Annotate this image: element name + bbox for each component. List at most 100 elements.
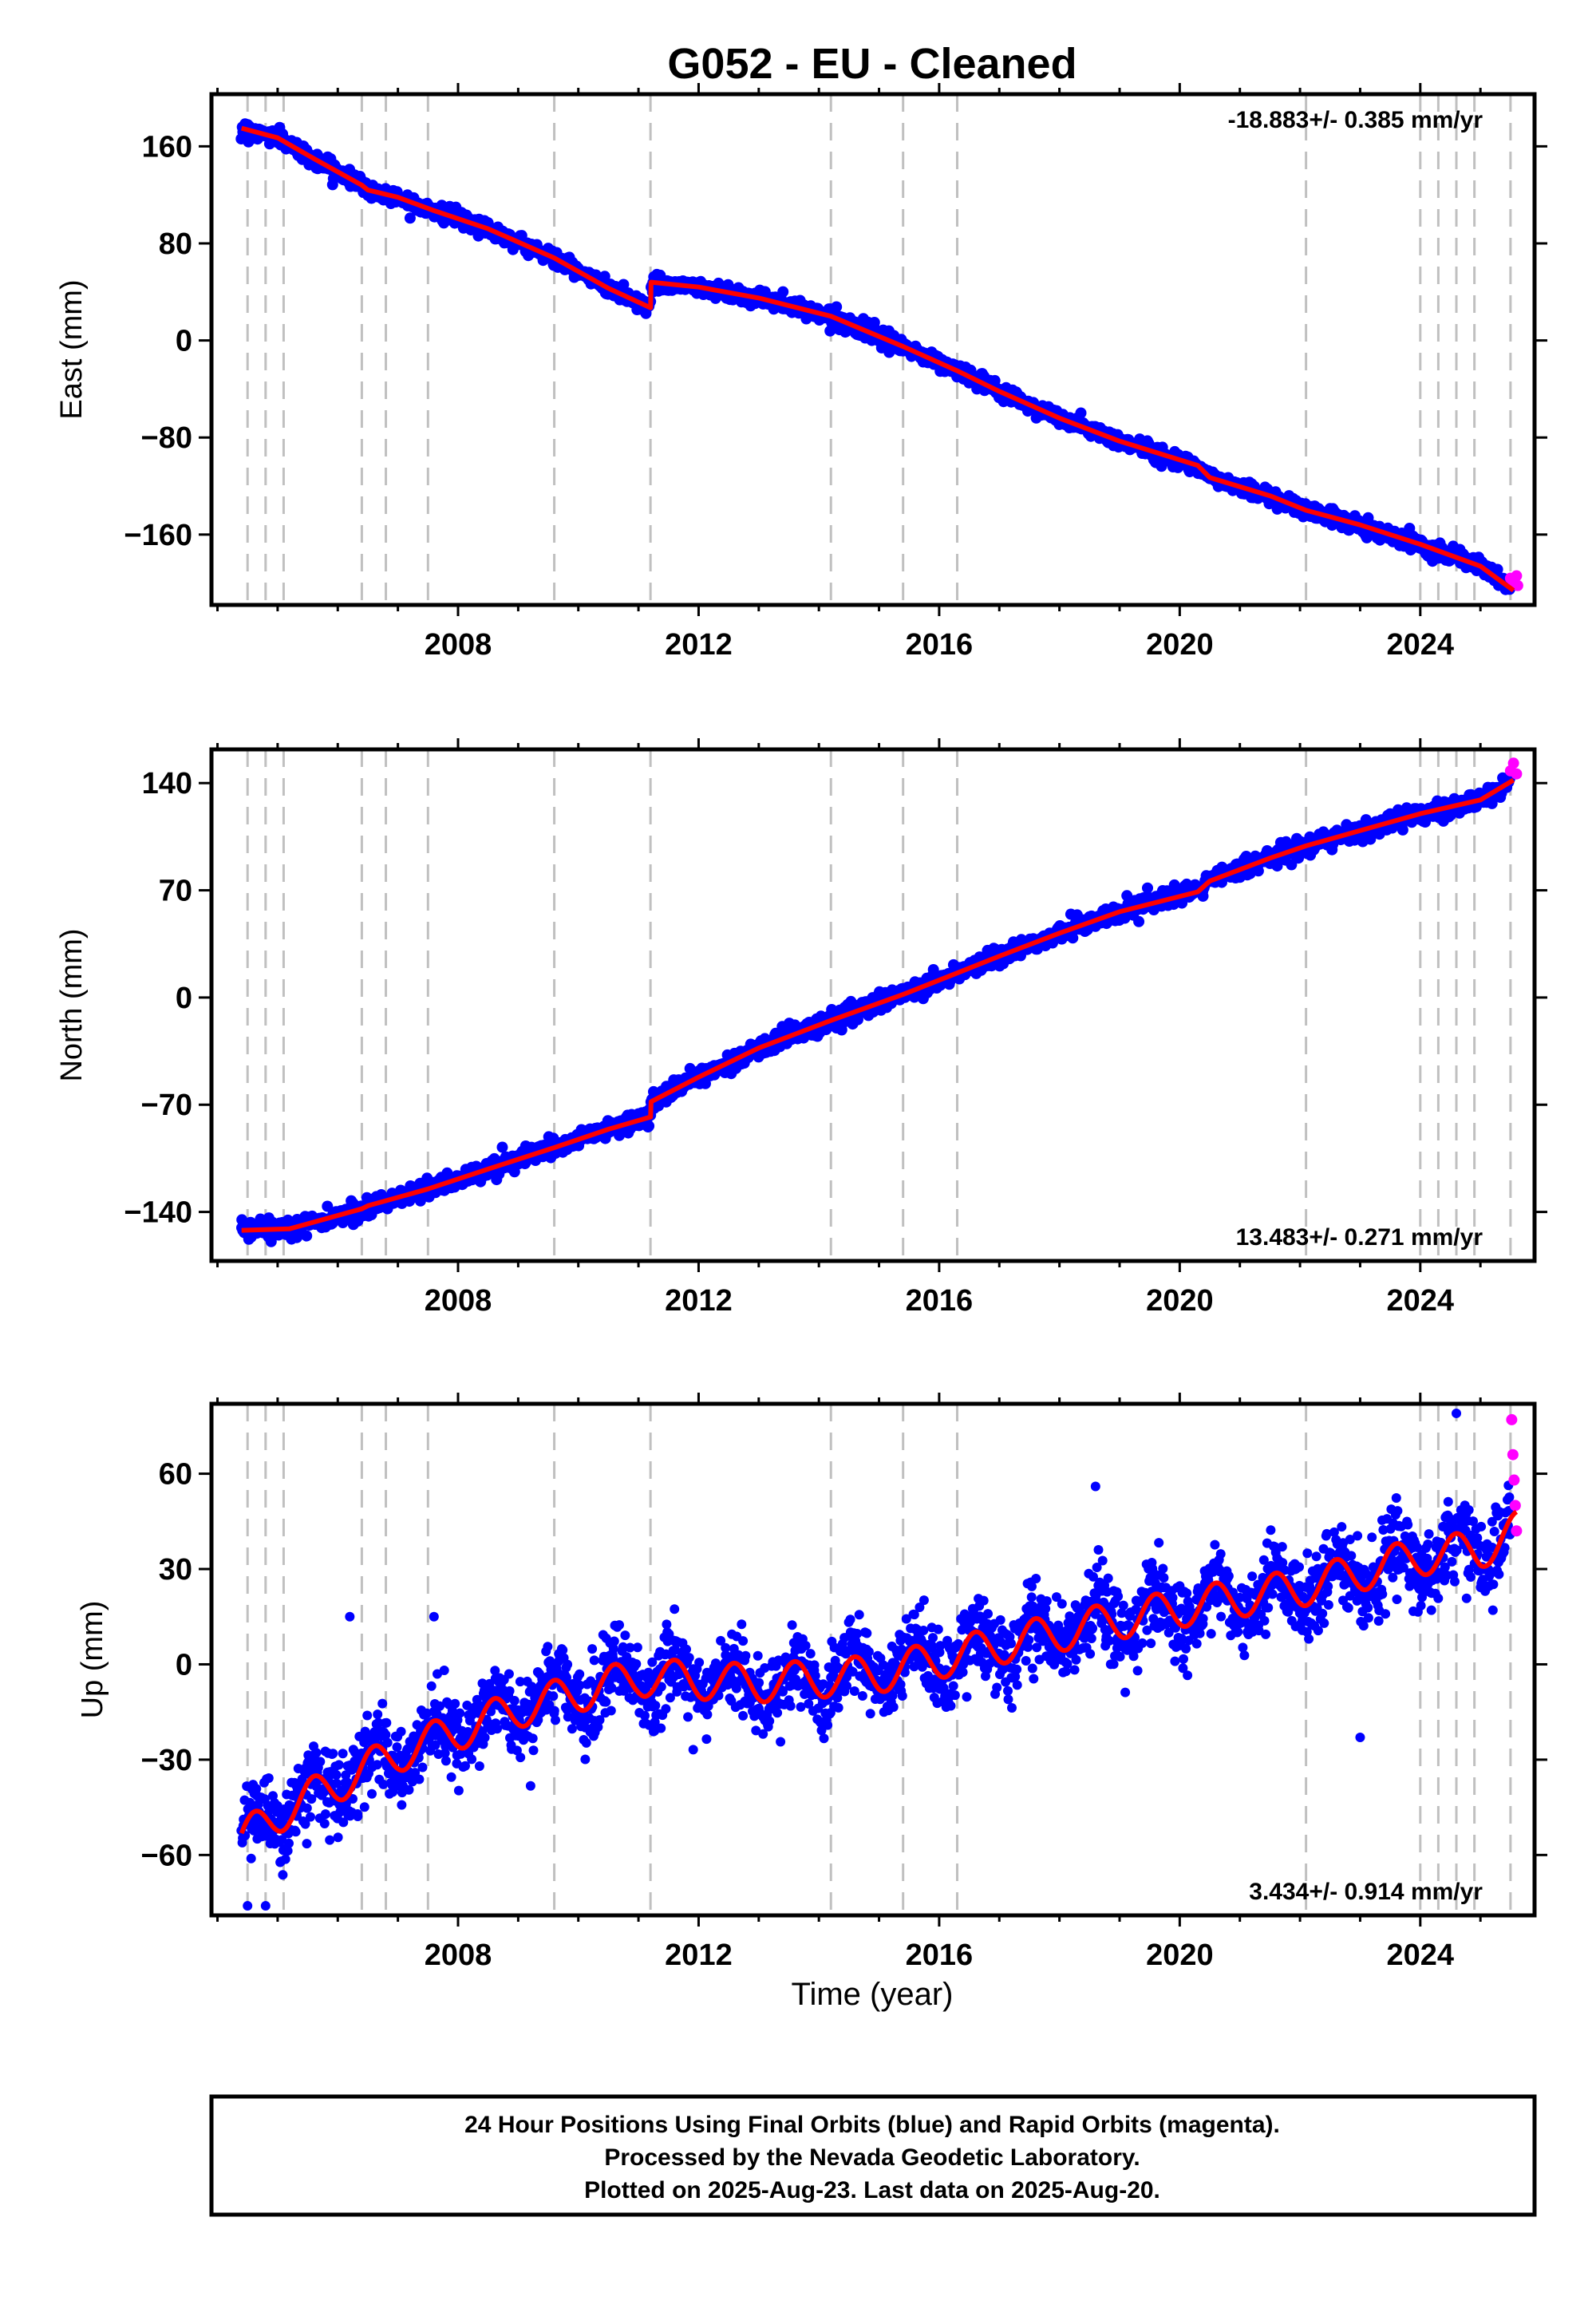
east-x-tick-label: 2020 bbox=[1146, 628, 1214, 662]
up-data-point bbox=[315, 1757, 326, 1767]
east-data-point bbox=[404, 212, 416, 224]
up-data-point bbox=[852, 1629, 863, 1638]
north-x-tick-label: 2016 bbox=[906, 1284, 974, 1318]
up-data-point bbox=[862, 1628, 872, 1638]
up-data-point bbox=[670, 1604, 680, 1614]
up-data-point bbox=[440, 1748, 450, 1758]
up-data-point bbox=[701, 1734, 712, 1745]
north-rapid-orbit-point bbox=[1511, 768, 1523, 780]
east-data-point bbox=[1075, 407, 1087, 419]
east-data-point bbox=[831, 301, 843, 313]
up-data-point bbox=[772, 1708, 783, 1718]
up-data-point bbox=[263, 1773, 274, 1783]
up-data-point bbox=[372, 1760, 382, 1770]
up-data-point bbox=[764, 1716, 775, 1726]
up-data-point bbox=[713, 1690, 724, 1701]
east-x-tick-label: 2016 bbox=[906, 628, 974, 662]
up-data-point bbox=[563, 1659, 573, 1670]
up-data-point bbox=[306, 1794, 317, 1804]
north-x-tick-label: 2024 bbox=[1387, 1284, 1455, 1318]
up-data-point bbox=[753, 1650, 763, 1661]
north-x-tick-label: 2008 bbox=[425, 1284, 492, 1318]
east-y-tick-label: 160 bbox=[142, 130, 192, 164]
up-data-point bbox=[377, 1698, 388, 1709]
up-data-point bbox=[474, 1761, 484, 1771]
east-model-line bbox=[240, 125, 1515, 593]
up-data-point bbox=[849, 1686, 859, 1696]
up-data-point bbox=[417, 1762, 428, 1773]
up-data-point bbox=[575, 1680, 585, 1690]
up-data-point bbox=[440, 1756, 451, 1766]
up-data-point bbox=[367, 1788, 377, 1799]
up-data-point bbox=[609, 1636, 619, 1646]
east-y-tick-label: 80 bbox=[159, 227, 192, 261]
up-data-point bbox=[716, 1635, 726, 1646]
up-data-point bbox=[439, 1666, 449, 1675]
up-data-point bbox=[404, 1784, 414, 1795]
up-data-point bbox=[857, 1691, 867, 1701]
up-data-point bbox=[558, 1645, 568, 1655]
up-data-point bbox=[683, 1712, 693, 1722]
east-y-axis-label: East (mm) bbox=[55, 279, 89, 419]
up-data-point bbox=[589, 1655, 599, 1666]
up-data-point bbox=[606, 1683, 617, 1694]
up-data-point bbox=[758, 1729, 768, 1739]
up-data-point bbox=[551, 1715, 560, 1725]
north-y-tick-label: 0 bbox=[176, 982, 192, 1015]
up-data-point bbox=[737, 1619, 747, 1630]
up-data-point bbox=[587, 1644, 598, 1654]
up-data-point bbox=[338, 1817, 349, 1828]
north-data-point bbox=[1133, 915, 1145, 927]
up-data-point bbox=[284, 1838, 294, 1848]
up-data-point bbox=[809, 1660, 820, 1670]
up-data-point bbox=[527, 1733, 538, 1744]
up-data-point bbox=[460, 1761, 470, 1771]
up-data-point bbox=[302, 1803, 312, 1813]
north-x-tick-label: 2020 bbox=[1146, 1284, 1214, 1318]
up-data-point bbox=[528, 1745, 539, 1756]
up-data-point bbox=[515, 1677, 525, 1687]
up-data-point bbox=[548, 1691, 559, 1701]
up-data-point bbox=[608, 1643, 618, 1654]
up-data-point bbox=[435, 1701, 445, 1711]
north-plot-area bbox=[236, 749, 1523, 1261]
up-data-point bbox=[796, 1701, 806, 1712]
up-data-point bbox=[865, 1709, 875, 1719]
up-data-point bbox=[614, 1620, 624, 1630]
up-data-point bbox=[847, 1666, 858, 1677]
east-rapid-orbit-point bbox=[1511, 570, 1523, 582]
up-data-point bbox=[334, 1760, 344, 1770]
up-data-point bbox=[414, 1774, 425, 1784]
up-data-point bbox=[650, 1701, 661, 1710]
up-data-point bbox=[373, 1709, 383, 1720]
up-data-point bbox=[453, 1785, 464, 1796]
up-data-point bbox=[455, 1708, 465, 1718]
up-data-point bbox=[738, 1636, 749, 1646]
north-y-tick-label: −70 bbox=[141, 1089, 192, 1122]
up-data-point bbox=[348, 1794, 358, 1804]
north-data-point bbox=[1286, 859, 1298, 871]
up-data-point bbox=[516, 1753, 526, 1763]
up-data-point bbox=[754, 1678, 764, 1688]
up-data-point bbox=[823, 1720, 833, 1730]
north-data-point bbox=[1197, 890, 1209, 902]
north-data-point bbox=[1293, 852, 1305, 864]
north-data-point bbox=[1396, 824, 1408, 836]
up-data-point bbox=[492, 1724, 502, 1734]
up-data-point bbox=[776, 1737, 786, 1747]
up-data-point bbox=[426, 1681, 437, 1691]
up-data-point bbox=[631, 1659, 642, 1669]
east-data-point bbox=[598, 271, 610, 283]
up-data-point bbox=[278, 1870, 288, 1880]
up-data-point bbox=[302, 1839, 312, 1849]
figure-title: G052 - EU - Cleaned bbox=[667, 40, 1077, 88]
up-data-point bbox=[738, 1710, 749, 1721]
up-data-point bbox=[325, 1835, 335, 1845]
up-data-point bbox=[362, 1710, 373, 1721]
up-data-point bbox=[741, 1650, 751, 1661]
up-data-point bbox=[618, 1642, 628, 1652]
north-frame bbox=[209, 747, 1537, 1263]
